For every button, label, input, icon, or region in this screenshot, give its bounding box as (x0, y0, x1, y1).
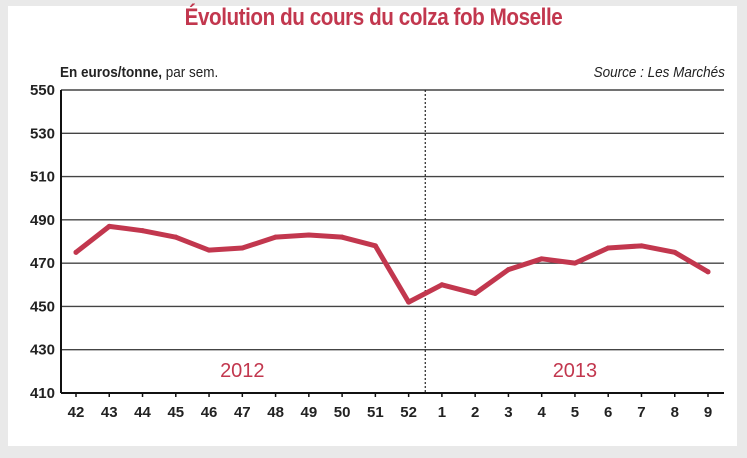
y-axis-ticks: 410 430 450 470 490 510 530 550 (30, 82, 55, 402)
x-tick-label: 3 (504, 404, 512, 421)
x-axis-ticks: 42 43 44 45 46 47 48 49 50 51 52 1 2 3 4 5 6 7 8 9 (68, 404, 713, 421)
data-point (638, 243, 644, 249)
data-point (206, 247, 212, 253)
x-tick-label: 46 (201, 404, 218, 421)
x-tick-label: 6 (604, 404, 612, 421)
x-tick-label: 49 (300, 404, 317, 421)
series-line (73, 223, 711, 305)
source-label: Source : Les Marchés (593, 64, 725, 81)
data-point (505, 267, 511, 273)
x-tick-label: 1 (438, 404, 446, 421)
y-tick-label: 450 (30, 298, 55, 315)
y-tick-label: 430 (30, 342, 55, 359)
y-tick-label: 550 (30, 82, 55, 99)
y-tick-label: 530 (30, 125, 55, 142)
data-point (106, 223, 112, 229)
x-tick-label: 9 (704, 404, 712, 421)
y-tick-label: 510 (30, 169, 55, 186)
x-tick-label: 45 (167, 404, 184, 421)
x-tick-label: 2 (471, 404, 479, 421)
data-point (73, 249, 79, 255)
x-tick-label: 44 (134, 404, 151, 421)
data-point (306, 232, 312, 238)
data-point (705, 269, 711, 275)
unit-label-rest: par sem. (162, 64, 219, 81)
data-point (173, 234, 179, 240)
year-label-2013: 2013 (553, 360, 598, 382)
x-tick-label: 43 (101, 404, 118, 421)
y-tick-label: 470 (30, 255, 55, 272)
chart-card (8, 6, 737, 446)
data-point (372, 243, 378, 249)
x-tick-label: 42 (68, 404, 85, 421)
x-tick-label: 50 (334, 404, 351, 421)
data-point (239, 245, 245, 251)
data-point (539, 256, 545, 262)
data-point (339, 234, 345, 240)
chart-title: Évolution du cours du colza fob Moselle (184, 4, 563, 31)
x-tick-label: 52 (400, 404, 417, 421)
data-point (406, 299, 412, 305)
axes (60, 90, 724, 397)
x-tick-label: 8 (671, 404, 679, 421)
year-labels: 2012 2013 (220, 360, 597, 382)
x-tick-label: 5 (571, 404, 579, 421)
x-tick-label: 4 (538, 404, 547, 421)
gridlines (61, 89, 724, 351)
x-tick-label: 47 (234, 404, 251, 421)
unit-label: En euros/tonne, par sem. (60, 64, 218, 81)
data-point (672, 249, 678, 255)
data-point (273, 234, 279, 240)
series (73, 223, 711, 305)
unit-label-bold: En euros/tonne, (60, 64, 163, 81)
y-tick-label: 490 (30, 212, 55, 229)
year-label-2012: 2012 (220, 360, 265, 382)
data-point (439, 282, 445, 288)
data-point (572, 260, 578, 266)
y-tick-label: 410 (30, 385, 55, 402)
x-tick-label: 48 (267, 404, 284, 421)
data-point (605, 245, 611, 251)
data-point (140, 228, 146, 234)
x-tick-label: 7 (637, 404, 645, 421)
x-tick-label: 51 (367, 404, 384, 421)
data-point (472, 290, 478, 296)
